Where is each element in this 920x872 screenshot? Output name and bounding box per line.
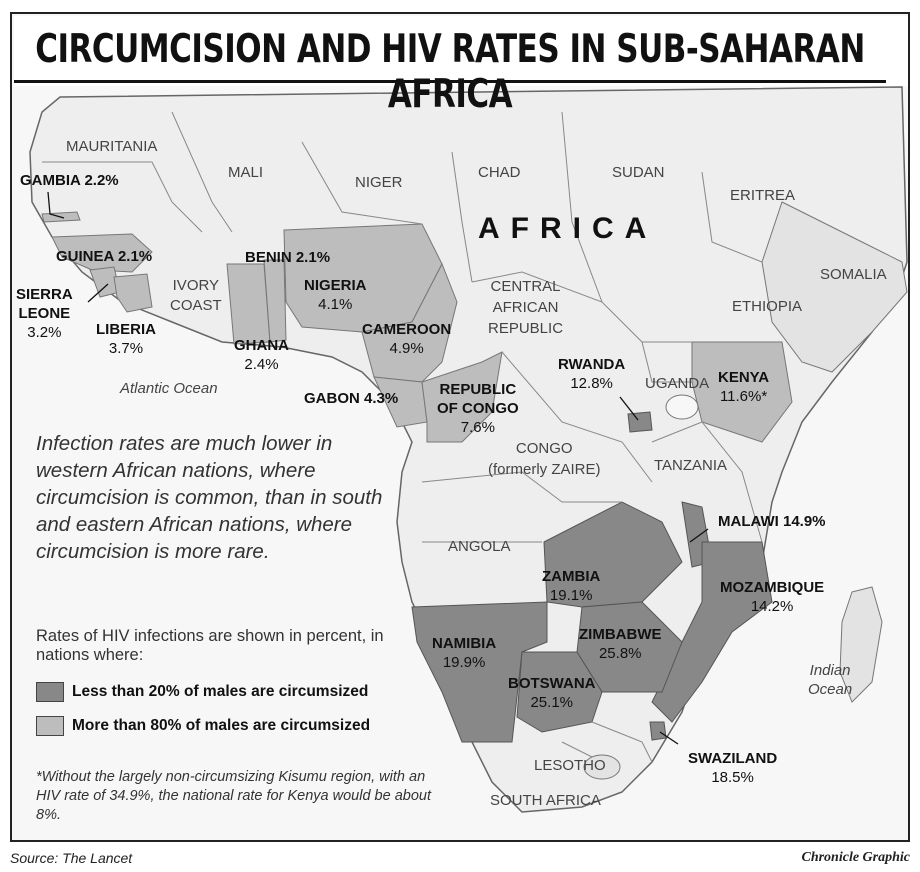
label-indian-ocean: Indian Ocean	[808, 662, 853, 698]
label-niger: NIGER	[355, 174, 403, 191]
madagascar-shape	[839, 586, 883, 703]
mozambique-shape	[651, 541, 773, 723]
rate-zambia: ZAMBIA 19.1%	[542, 568, 601, 604]
rwanda-shape	[627, 411, 653, 433]
source-credit: Source: The Lancet	[10, 850, 133, 866]
legend-intro: Rates of HIV infections are shown in per…	[36, 627, 384, 664]
rate-sierra-leone: SIERRA LEONE 3.2%	[16, 286, 73, 341]
label-lesotho: LESOTHO	[534, 757, 606, 774]
label-angola: ANGOLA	[448, 538, 511, 555]
legend-row-dark: Less than 20% of males are circumsized	[36, 681, 368, 703]
label-congo: CONGO (formerly ZAIRE)	[488, 440, 601, 478]
namibia-shape	[411, 601, 548, 743]
label-africa: AFRICA	[478, 212, 658, 245]
africa-map	[12, 14, 908, 840]
label-south-africa: SOUTH AFRICA	[490, 792, 601, 809]
rate-benin: BENIN 2.1%	[245, 249, 331, 266]
map-frame: MAURITANIA MALI NIGER CHAD SUDAN ERITREA…	[10, 12, 910, 842]
rate-gabon: GABON 4.3%	[304, 390, 399, 407]
swaziland-shape	[649, 721, 667, 741]
label-uganda: UGANDA	[645, 375, 710, 392]
republic-of-congo-shape	[421, 351, 503, 443]
lesotho-shape	[583, 754, 621, 780]
leader-lines	[47, 191, 709, 745]
ghana-shape	[226, 263, 271, 345]
legend-label-dark: Less than 20% of males are circumsized	[72, 683, 369, 700]
graphic-credit: Chronicle Graphic	[801, 850, 910, 865]
rate-rwanda: RWANDA 12.8%	[558, 356, 626, 392]
rate-mozambique: MOZAMBIQUE 14.2%	[720, 579, 825, 615]
label-sudan: SUDAN	[612, 164, 665, 181]
country-borders	[42, 111, 763, 763]
horn-region	[761, 201, 908, 373]
legend-label-light: More than 80% of males are circumsized	[72, 717, 371, 734]
rate-republic-of-congo: REPUBLIC OF CONGO 7.6%	[437, 381, 519, 436]
label-ivory-coast: IVORY COAST	[170, 277, 222, 314]
label-somalia: SOMALIA	[820, 266, 887, 283]
label-atlantic-ocean: Atlantic Ocean	[120, 380, 218, 397]
liberia-shape	[113, 273, 153, 313]
rate-kenya: KENYA 11.6%*	[718, 369, 770, 405]
label-mali: MALI	[228, 164, 264, 181]
rate-botswana: BOTSWANA 25.1%	[508, 675, 596, 711]
rate-zimbabwe: ZIMBABWE 25.8%	[579, 626, 662, 662]
benin-shape	[263, 259, 287, 343]
page-title: CIRCUMCISION AND HIV RATES IN SUB-SAHARA…	[35, 27, 865, 117]
label-eritrea: ERITREA	[730, 187, 796, 204]
rate-gambia: GAMBIA 2.2%	[20, 172, 119, 189]
label-ethiopia: ETHIOPIA	[732, 298, 803, 315]
rate-ghana: GHANA 2.4%	[234, 337, 289, 373]
label-car: CENTRAL AFRICAN REPUBLIC	[488, 278, 564, 337]
label-chad: CHAD	[478, 164, 521, 181]
legend-swatch-light	[36, 716, 64, 736]
title-rule	[14, 80, 886, 83]
kenya-footnote: *Without the largely non-circumsizing Ki…	[36, 769, 431, 823]
rate-liberia: LIBERIA 3.7%	[96, 321, 156, 357]
zambia-shape	[543, 501, 683, 608]
legend-row-light: More than 80% of males are circumsized	[36, 715, 370, 737]
rate-cameroon: CAMEROON 4.9%	[362, 321, 452, 357]
legend-swatch-dark	[36, 682, 64, 702]
rate-guinea: GUINEA 2.1%	[56, 248, 153, 265]
rate-swaziland: SWAZILAND 18.5%	[688, 750, 778, 786]
guinea-shape	[51, 233, 153, 273]
label-tanzania: TANZANIA	[654, 457, 728, 474]
light-countries	[41, 211, 793, 443]
dark-countries	[411, 411, 773, 743]
explanation-note: Infection rates are much lower in wester…	[36, 432, 383, 563]
title-area-bg	[14, 16, 908, 86]
rate-malawi: MALAWI 14.9%	[718, 513, 826, 530]
rate-nigeria: NIGERIA 4.1%	[304, 277, 367, 313]
label-mauritania: MAURITANIA	[66, 138, 158, 155]
rate-namibia: NAMIBIA 19.9%	[432, 635, 497, 671]
lake-victoria	[665, 394, 699, 420]
